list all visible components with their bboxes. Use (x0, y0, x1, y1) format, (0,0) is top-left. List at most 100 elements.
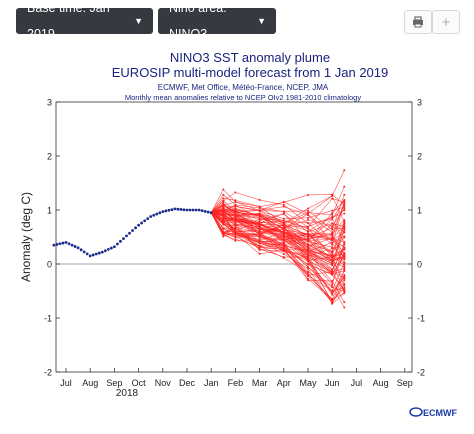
plume-point (343, 264, 346, 267)
observed-point (176, 207, 180, 211)
y-tick-label: 1 (417, 206, 422, 216)
y-tick-label: -1 (417, 314, 425, 324)
plume-member (210, 195, 345, 225)
plume-point (282, 219, 285, 222)
x-tick-label: Nov (155, 378, 172, 388)
plume-member (210, 194, 345, 228)
plume-point (222, 231, 225, 234)
nino-area-label: Nino area: NINO3 (169, 1, 227, 41)
observed-point (167, 208, 171, 212)
plume-point (343, 279, 346, 282)
plume-point (343, 227, 346, 230)
plume-chart: NINO3 SST anomaly plume EUROSIP multi-mo… (19, 50, 457, 418)
plume-point (282, 230, 285, 233)
plume-member (211, 212, 345, 283)
y-tick-label: 2 (47, 152, 52, 162)
plume-point (282, 239, 285, 242)
plume-point (331, 236, 334, 239)
plume-point (331, 273, 334, 276)
plume-point (258, 247, 261, 250)
plume-point (234, 236, 237, 239)
plume-point (234, 214, 237, 217)
plume-point (234, 207, 237, 210)
plume-point (331, 209, 334, 212)
plume-point (307, 240, 309, 243)
plume-point (307, 225, 309, 228)
base-time-dropdown[interactable]: Base time: Jan 2019 ▼ (16, 1, 153, 41)
plume-point (234, 191, 237, 194)
observed-point (182, 208, 186, 212)
plume-point (343, 257, 346, 260)
y-tick-label: 2 (417, 152, 422, 162)
x-axis: Jul Aug Sep Oct Nov Dec Jan Feb Mar Apr May Jun Jul A… (60, 368, 413, 388)
plume-point (234, 203, 237, 206)
plume-point (343, 185, 346, 188)
plume-point (258, 222, 261, 225)
observed-point (85, 252, 89, 256)
plume-point (343, 224, 346, 227)
observed-point (82, 250, 86, 254)
plume-point (282, 253, 285, 256)
plume-point (331, 283, 334, 286)
plume-point (331, 239, 334, 242)
plume-point (343, 274, 346, 277)
observed-point (170, 208, 174, 211)
chart-subtitle: EUROSIP multi-model forecast from 1 Jan … (112, 65, 389, 80)
plume-point (331, 258, 334, 261)
plume-member (211, 212, 345, 257)
x-tick-label: Jun (325, 378, 340, 388)
plume-point (343, 202, 346, 205)
plume-point (282, 233, 285, 236)
plume-point (234, 233, 237, 236)
plume-point (343, 290, 346, 293)
plume-point (307, 232, 309, 235)
printer-icon (413, 16, 423, 28)
plume-point (343, 262, 346, 265)
plume-point (234, 209, 237, 212)
plume-point (307, 271, 309, 274)
observed-point (137, 223, 141, 227)
ecmwf-logo: ECMWF (409, 407, 457, 418)
observed-point (119, 239, 122, 243)
chevron-down-icon: ▼ (257, 16, 266, 26)
plume-point (343, 267, 346, 270)
observed-point (164, 209, 168, 213)
plume-member (210, 212, 345, 300)
plume-point (307, 193, 309, 196)
observed-point (203, 209, 207, 213)
plume-point (343, 212, 346, 215)
plume-member (211, 208, 345, 254)
plume-member (210, 192, 345, 224)
plume-point (282, 203, 285, 206)
observed-point (134, 226, 137, 230)
plume-member (210, 212, 345, 292)
plume-point (234, 223, 237, 226)
plume-point (331, 255, 334, 258)
logo-text: ECMWF (423, 408, 457, 418)
print-button[interactable] (404, 10, 432, 34)
add-button[interactable]: + (432, 10, 460, 34)
observed-point (188, 208, 192, 212)
plume-point (331, 292, 334, 295)
plume-point (282, 200, 285, 203)
plume-point (343, 241, 346, 244)
x-tick-label: May (299, 378, 317, 388)
plume-point (331, 222, 334, 225)
x-tick-label: Sep (397, 378, 413, 388)
nino-area-dropdown[interactable]: Nino area: NINO3 ▼ (158, 1, 276, 41)
plume-member (211, 194, 345, 231)
base-time-label: Base time: Jan 2019 (27, 1, 110, 41)
plume-point (307, 263, 309, 266)
plume-point (331, 228, 334, 231)
plume-point (343, 225, 346, 228)
plume-member (210, 170, 345, 215)
observed-point (197, 208, 201, 212)
plume-point (331, 250, 334, 253)
plume-point (307, 277, 309, 280)
plume-point (258, 198, 261, 201)
plume-point (282, 212, 285, 215)
observed-point (91, 253, 95, 257)
plume-point (331, 301, 334, 304)
plume-point (307, 218, 309, 221)
observed-point (122, 237, 125, 241)
